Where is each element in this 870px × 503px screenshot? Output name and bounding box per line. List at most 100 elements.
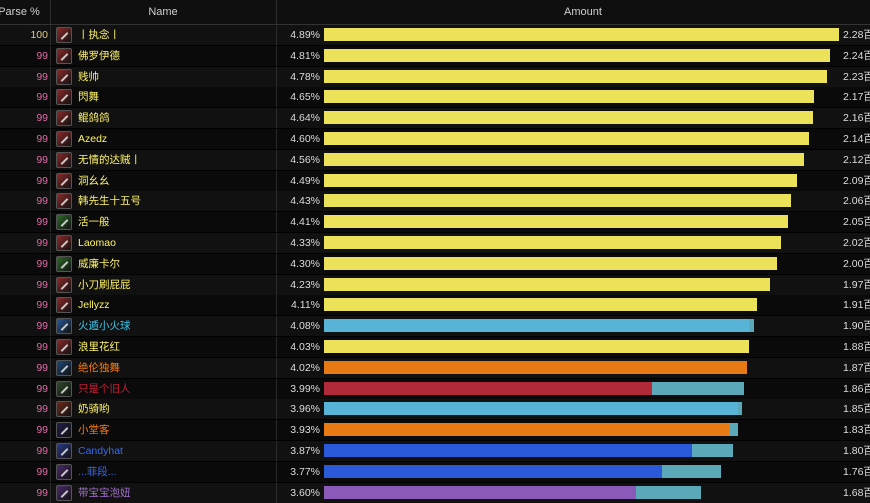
player-name-link[interactable]: Laomao [78,237,116,249]
player-name-link[interactable]: 韩先生十五号 [78,195,141,208]
table-row[interactable]: 99 浪里花红 4.03% 1.88百 [0,337,870,357]
amount-bar [324,132,844,145]
rogue-combat-icon [56,255,72,272]
table-row[interactable]: 99 活一般 4.41% 2.05百 [0,212,870,233]
table-row[interactable]: 99 绝伦独舞 4.02% 1.87百 [0,357,870,378]
table-row[interactable]: 99 Candyhat 3.87% 1.80百 [0,441,870,461]
player-name-link[interactable]: 只是个旧人 [78,382,131,395]
rogue-class-icon [56,276,72,293]
column-divider [50,337,51,357]
column-divider [50,378,51,399]
column-divider [276,378,277,399]
player-name-link[interactable]: 小刀刷屁屁 [78,278,131,291]
column-divider [50,0,51,24]
damage-percent: 4.30% [290,257,320,270]
column-divider [50,66,51,87]
player-name-link[interactable]: 活一般 [78,216,110,229]
player-name-link[interactable]: Candyhat [78,445,123,457]
druid-icon [56,359,72,376]
amount-bar [324,152,844,166]
parse-percent: 99 [36,112,48,125]
player-name-link[interactable]: 火遁小火球 [78,320,131,333]
player-name-link[interactable]: 小堂客 [78,424,110,437]
amount-bar-fill [324,485,636,499]
amount-bar-secondary [728,423,738,437]
player-name-link[interactable]: Azedz [78,133,108,145]
table-row[interactable]: 99 威廉卡尔 4.30% 2.00百 [0,253,870,274]
amount-bar [324,90,844,104]
column-divider [50,482,51,503]
column-divider [276,191,277,212]
table-row[interactable]: 99 韩先生十五号 4.43% 2.06百 [0,191,870,212]
amount-bar-fill [324,173,798,187]
amount-bar-fill [324,152,805,166]
table-row[interactable]: 99 无情的达贼丨 4.56% 2.12百 [0,149,870,170]
table-row[interactable]: 99 鲲鸽鸽 4.64% 2.16百 [0,108,870,129]
table-row[interactable]: 99 佛罗伊德 4.81% 2.24百 [0,45,870,66]
damage-percent: 4.03% [290,341,320,353]
column-header-amount[interactable]: Amount [564,6,602,18]
amount-value: 2.17百 [843,91,870,104]
column-header-name[interactable]: Name [148,6,178,18]
amount-value: 1.80百 [843,445,870,457]
player-name-link[interactable]: 贱帅 [78,70,99,83]
parse-percent: 99 [36,278,48,291]
column-header-parse[interactable]: Parse % [0,6,40,18]
parse-percent: 99 [36,257,48,270]
rogue-class-icon [56,172,72,189]
damage-percent: 4.81% [290,49,320,62]
player-name-link[interactable]: ...菲段... [78,465,117,478]
table-row[interactable]: 99 带宝宝泡妞 3.60% 1.68百 [0,482,870,503]
table-row[interactable]: 99 閃舞 4.65% 2.17百 [0,87,870,108]
amount-value: 2.05百 [843,216,870,229]
damage-percent: 3.87% [290,445,320,457]
table-row[interactable]: 99 ...菲段... 3.77% 1.76百 [0,461,870,482]
column-divider [50,316,51,337]
parse-percent: 99 [36,424,48,437]
damage-percent: 4.89% [290,29,320,41]
player-name-link[interactable]: 奶骑哟 [78,403,110,416]
parse-percent: 99 [36,237,48,249]
column-divider [50,25,51,45]
amount-bar-fill [324,132,809,145]
table-row[interactable]: 99 Jellyzz 4.11% 1.91百 [0,295,870,316]
warlock-icon [56,484,72,501]
column-divider [50,191,51,212]
table-row[interactable]: 99 只是个旧人 3.99% 1.86百 [0,378,870,399]
player-name-link[interactable]: 洞幺幺 [78,174,110,187]
player-name-link[interactable]: 浪里花红 [78,341,120,353]
column-divider [276,274,277,295]
amount-bar [324,444,844,457]
player-name-link[interactable]: 无情的达贼丨 [78,153,141,166]
player-name-link[interactable]: 佛罗伊德 [78,49,120,62]
player-name-link[interactable]: 威廉卡尔 [78,257,120,270]
column-divider [276,482,277,503]
table-row[interactable]: 99 小堂客 3.93% 1.83百 [0,420,870,441]
table-row[interactable]: 99 小刀刷屁屁 4.23% 1.97百 [0,274,870,295]
player-name-link[interactable]: 带宝宝泡妞 [78,486,131,499]
player-name-link[interactable]: 丨执念丨 [78,29,120,41]
player-name-link[interactable]: 绝伦独舞 [78,361,120,374]
player-name-link[interactable]: 閃舞 [78,91,99,104]
column-divider [276,399,277,420]
amount-bar-fill [324,28,839,41]
table-row[interactable]: 99 奶骑哟 3.96% 1.85百 [0,399,870,420]
table-row[interactable]: 100 丨执念丨 4.89% 2.28百 [0,25,870,45]
amount-bar-fill [324,215,789,229]
player-name-link[interactable]: 鲲鸽鸽 [78,112,110,125]
amount-bar-secondary [691,444,734,457]
table-row[interactable]: 99 洞幺幺 4.49% 2.09百 [0,170,870,191]
player-name-link[interactable]: Jellyzz [78,299,110,312]
table-row[interactable]: 99 Laomao 4.33% 2.02百 [0,233,870,253]
column-divider [50,149,51,170]
damage-percent: 3.99% [290,382,320,395]
parse-percent: 99 [36,174,48,187]
amount-value: 1.85百 [843,403,870,416]
parse-percent: 99 [36,70,48,83]
table-row[interactable]: 99 火遁小火球 4.08% 1.90百 [0,316,870,337]
amount-bar [324,48,844,62]
amount-value: 2.28百 [843,29,870,41]
parse-percent: 99 [36,153,48,166]
table-row[interactable]: 99 贱帅 4.78% 2.23百 [0,66,870,87]
table-row[interactable]: 99 Azedz 4.60% 2.14百 [0,129,870,149]
